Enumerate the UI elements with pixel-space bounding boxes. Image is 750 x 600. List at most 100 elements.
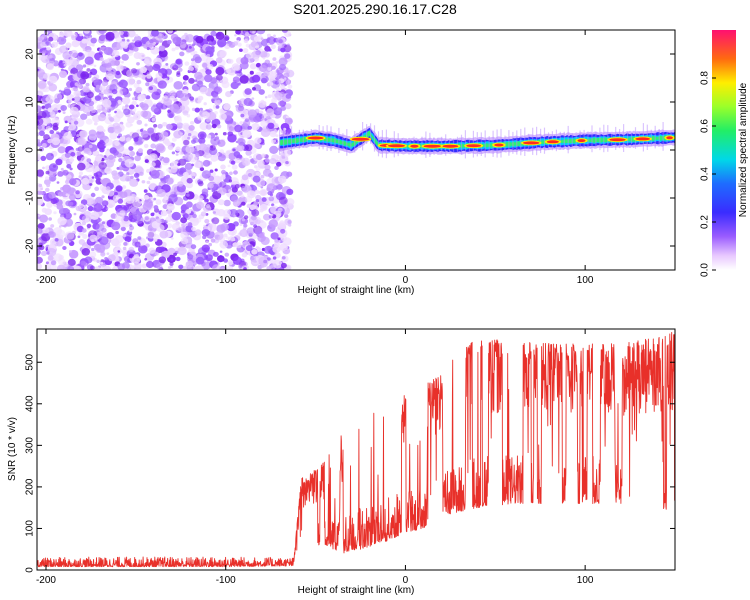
noise-speck bbox=[188, 77, 195, 84]
noise-speck bbox=[123, 44, 128, 49]
noise-speck bbox=[136, 86, 143, 93]
noise-speck bbox=[274, 92, 283, 99]
noise-speck bbox=[45, 152, 55, 161]
noise-speck bbox=[39, 191, 44, 195]
noise-speck bbox=[194, 107, 200, 113]
noise-speck bbox=[179, 93, 189, 101]
noise-speck bbox=[46, 247, 57, 257]
noise-speck bbox=[226, 223, 236, 232]
noise-speck bbox=[156, 263, 163, 270]
noise-speck bbox=[123, 108, 131, 116]
noise-speck bbox=[37, 223, 45, 230]
noise-speck bbox=[182, 110, 189, 116]
noise-speck bbox=[37, 80, 47, 89]
snr-content bbox=[37, 331, 675, 568]
noise-speck bbox=[239, 48, 243, 52]
noise-speck bbox=[163, 95, 168, 100]
noise-speck bbox=[241, 252, 248, 258]
signal-peak bbox=[307, 136, 324, 140]
noise-speck bbox=[51, 41, 58, 48]
noise-speck bbox=[150, 162, 156, 167]
noise-speck bbox=[50, 224, 55, 228]
noise-speck bbox=[216, 74, 223, 81]
noise-speck bbox=[38, 93, 42, 96]
y-tick-label: 400 bbox=[25, 395, 36, 412]
noise-speck bbox=[104, 167, 112, 175]
noise-speck bbox=[219, 113, 227, 121]
noise-speck bbox=[266, 266, 272, 270]
noise-speck bbox=[121, 212, 125, 216]
noise-speck bbox=[244, 37, 249, 42]
noise-speck bbox=[185, 260, 194, 268]
noise-speck bbox=[116, 152, 122, 158]
noise-speck bbox=[123, 242, 128, 246]
noise-speck bbox=[172, 143, 176, 147]
noise-speck bbox=[125, 137, 131, 142]
noise-speck bbox=[254, 189, 260, 195]
noise-speck bbox=[140, 103, 149, 111]
noise-speck bbox=[162, 122, 168, 127]
noise-speck bbox=[75, 147, 80, 152]
noise-speck bbox=[192, 137, 199, 143]
noise-speck bbox=[153, 197, 157, 201]
noise-speck bbox=[267, 62, 273, 68]
noise-speck bbox=[236, 144, 245, 152]
noise-speck bbox=[260, 236, 270, 246]
noise-speck bbox=[54, 98, 60, 104]
noise-speck bbox=[255, 62, 261, 68]
noise-speck bbox=[62, 169, 69, 176]
noise-speck bbox=[233, 170, 238, 175]
noise-speck bbox=[215, 67, 225, 76]
noise-speck bbox=[230, 160, 236, 165]
noise-speck bbox=[37, 263, 43, 270]
noise-speck bbox=[45, 125, 52, 131]
noise-speck bbox=[263, 259, 268, 264]
noise-speck bbox=[232, 41, 238, 46]
noise-speck bbox=[144, 123, 148, 127]
noise-speck bbox=[44, 31, 49, 35]
noise-speck bbox=[161, 250, 170, 259]
noise-speck bbox=[287, 84, 293, 89]
noise-speck bbox=[156, 218, 162, 224]
noise-speck bbox=[124, 162, 128, 166]
noise-speck bbox=[134, 94, 137, 97]
noise-speck bbox=[280, 47, 286, 53]
noise-speck bbox=[69, 126, 74, 130]
noise-speck bbox=[169, 90, 176, 96]
noise-speck bbox=[195, 153, 200, 158]
noise-speck bbox=[106, 189, 115, 197]
noise-speck bbox=[212, 211, 216, 214]
noise-speck bbox=[278, 44, 282, 47]
noise-speck bbox=[272, 256, 277, 260]
noise-speck bbox=[136, 79, 142, 85]
noise-speck bbox=[199, 107, 203, 111]
noise-speck bbox=[275, 61, 279, 64]
noise-speck bbox=[285, 115, 290, 119]
noise-speck bbox=[237, 82, 241, 86]
noise-speck bbox=[53, 211, 57, 215]
noise-speck bbox=[260, 264, 264, 268]
noise-speck bbox=[59, 70, 67, 78]
noise-speck bbox=[166, 168, 171, 172]
noise-speck bbox=[82, 48, 86, 52]
noise-speck bbox=[253, 56, 259, 62]
noise-speck bbox=[147, 198, 151, 201]
spectrogram-ylabel: Frequency (Hz) bbox=[7, 116, 18, 185]
noise-speck bbox=[237, 42, 242, 47]
x-tick-label: -100 bbox=[216, 575, 236, 586]
noise-speck bbox=[94, 95, 101, 101]
noise-speck bbox=[163, 97, 173, 106]
noise-speck bbox=[59, 60, 63, 64]
noise-speck bbox=[69, 167, 73, 171]
noise-speck bbox=[194, 64, 199, 69]
noise-speck bbox=[219, 181, 227, 188]
noise-speck bbox=[229, 177, 239, 186]
noise-speck bbox=[270, 264, 274, 268]
signal-peak bbox=[442, 144, 459, 148]
noise-speck bbox=[79, 203, 84, 209]
noise-speck bbox=[146, 168, 151, 174]
noise-speck bbox=[42, 227, 50, 234]
noise-speck bbox=[201, 188, 209, 195]
noise-speck bbox=[207, 108, 213, 113]
noise-speck bbox=[240, 113, 245, 118]
